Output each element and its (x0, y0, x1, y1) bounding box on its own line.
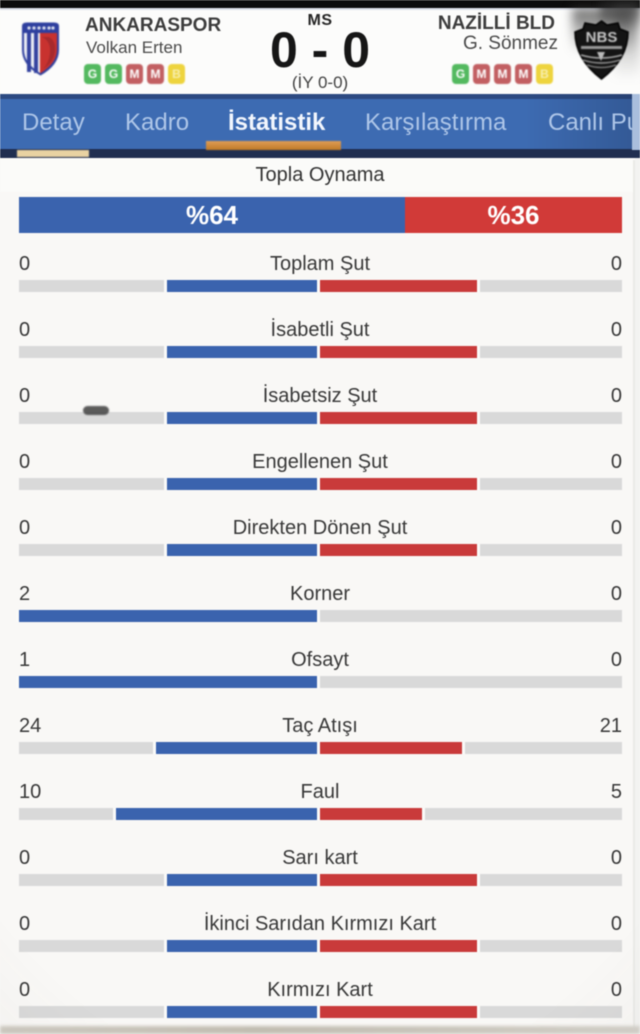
svg-text:NBS: NBS (586, 29, 618, 46)
